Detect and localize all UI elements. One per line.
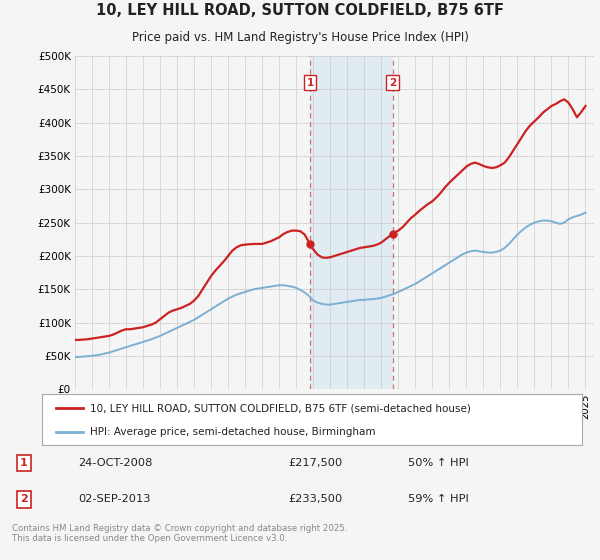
Text: Contains HM Land Registry data © Crown copyright and database right 2025.
This d: Contains HM Land Registry data © Crown c…	[12, 524, 347, 543]
Text: 24-OCT-2008: 24-OCT-2008	[78, 458, 152, 468]
Text: 10, LEY HILL ROAD, SUTTON COLDFIELD, B75 6TF (semi-detached house): 10, LEY HILL ROAD, SUTTON COLDFIELD, B75…	[89, 403, 470, 413]
Text: 59% ↑ HPI: 59% ↑ HPI	[408, 494, 469, 505]
Text: 02-SEP-2013: 02-SEP-2013	[78, 494, 151, 505]
Text: 2: 2	[389, 78, 397, 88]
Text: 2: 2	[20, 494, 28, 505]
Bar	[310, 56, 392, 389]
Text: 1: 1	[20, 458, 28, 468]
Text: £217,500: £217,500	[288, 458, 342, 468]
Text: 10, LEY HILL ROAD, SUTTON COLDFIELD, B75 6TF: 10, LEY HILL ROAD, SUTTON COLDFIELD, B75…	[96, 3, 504, 18]
Text: HPI: Average price, semi-detached house, Birmingham: HPI: Average price, semi-detached house,…	[89, 427, 375, 437]
Text: Price paid vs. HM Land Registry's House Price Index (HPI): Price paid vs. HM Land Registry's House …	[131, 31, 469, 44]
Text: 1: 1	[307, 78, 314, 88]
Text: £233,500: £233,500	[288, 494, 342, 505]
Text: 50% ↑ HPI: 50% ↑ HPI	[408, 458, 469, 468]
